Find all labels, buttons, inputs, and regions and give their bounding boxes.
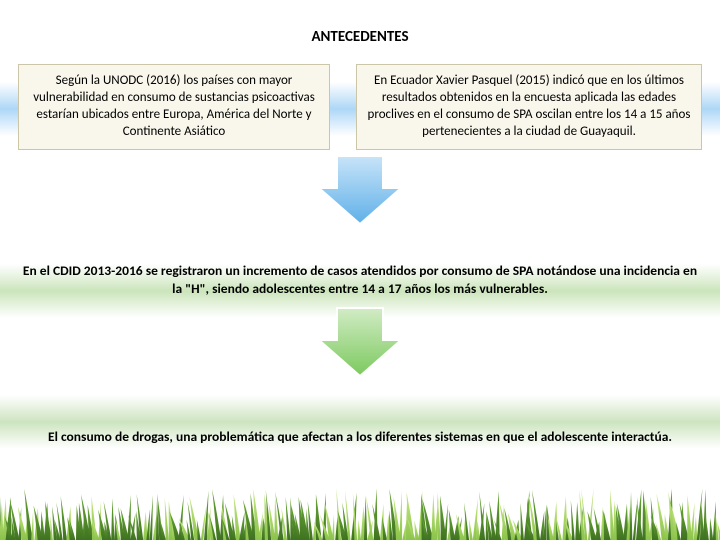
grass-decoration xyxy=(0,484,720,540)
top-row: Según la UNODC (2016) los países con may… xyxy=(0,64,720,150)
textbox-right: En Ecuador Xavier Pasquel (2015) indicó … xyxy=(356,64,702,150)
arrow-1-container xyxy=(0,154,720,226)
down-arrow-icon xyxy=(315,154,405,226)
mid-text-2: El consumo de drogas, una problemática q… xyxy=(0,428,720,446)
down-arrow-icon xyxy=(315,306,405,378)
mid-text-1: En el CDID 2013-2016 se registraron un i… xyxy=(0,262,720,298)
arrow-2-container xyxy=(0,306,720,378)
textbox-left: Según la UNODC (2016) los países con may… xyxy=(18,64,330,150)
page-title: ANTECEDENTES xyxy=(0,0,720,64)
